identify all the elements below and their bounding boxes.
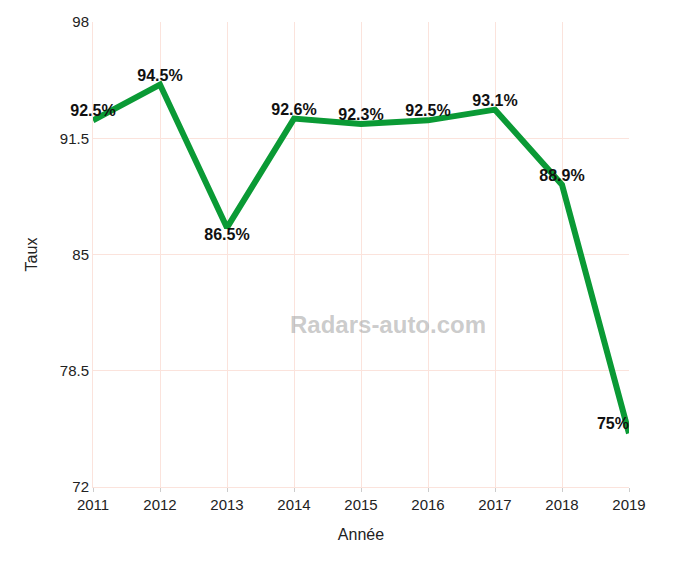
svg-text:75%: 75% bbox=[597, 415, 629, 432]
svg-text:86.5%: 86.5% bbox=[204, 226, 249, 243]
svg-text:93.1%: 93.1% bbox=[472, 92, 517, 109]
svg-text:2018: 2018 bbox=[545, 496, 578, 513]
svg-text:92.5%: 92.5% bbox=[405, 102, 450, 119]
svg-text:2015: 2015 bbox=[344, 496, 377, 513]
svg-text:92.3%: 92.3% bbox=[338, 106, 383, 123]
svg-text:2016: 2016 bbox=[411, 496, 444, 513]
svg-text:72: 72 bbox=[72, 478, 89, 495]
svg-text:2013: 2013 bbox=[210, 496, 243, 513]
svg-text:78.5: 78.5 bbox=[60, 362, 89, 379]
svg-text:Radars-auto.com: Radars-auto.com bbox=[290, 311, 486, 338]
svg-text:92.5%: 92.5% bbox=[70, 102, 115, 119]
svg-text:88.9%: 88.9% bbox=[539, 167, 584, 184]
svg-text:Taux: Taux bbox=[23, 238, 40, 272]
svg-text:Année: Année bbox=[338, 526, 384, 543]
svg-text:94.5%: 94.5% bbox=[137, 67, 182, 84]
svg-text:2012: 2012 bbox=[143, 496, 176, 513]
svg-text:2019: 2019 bbox=[612, 496, 645, 513]
svg-text:98: 98 bbox=[72, 13, 89, 30]
svg-text:2014: 2014 bbox=[277, 496, 310, 513]
svg-text:92.6%: 92.6% bbox=[271, 101, 316, 118]
svg-text:91.5: 91.5 bbox=[60, 130, 89, 147]
svg-text:85: 85 bbox=[72, 246, 89, 263]
svg-text:2011: 2011 bbox=[77, 496, 109, 513]
svg-text:2017: 2017 bbox=[478, 496, 511, 513]
